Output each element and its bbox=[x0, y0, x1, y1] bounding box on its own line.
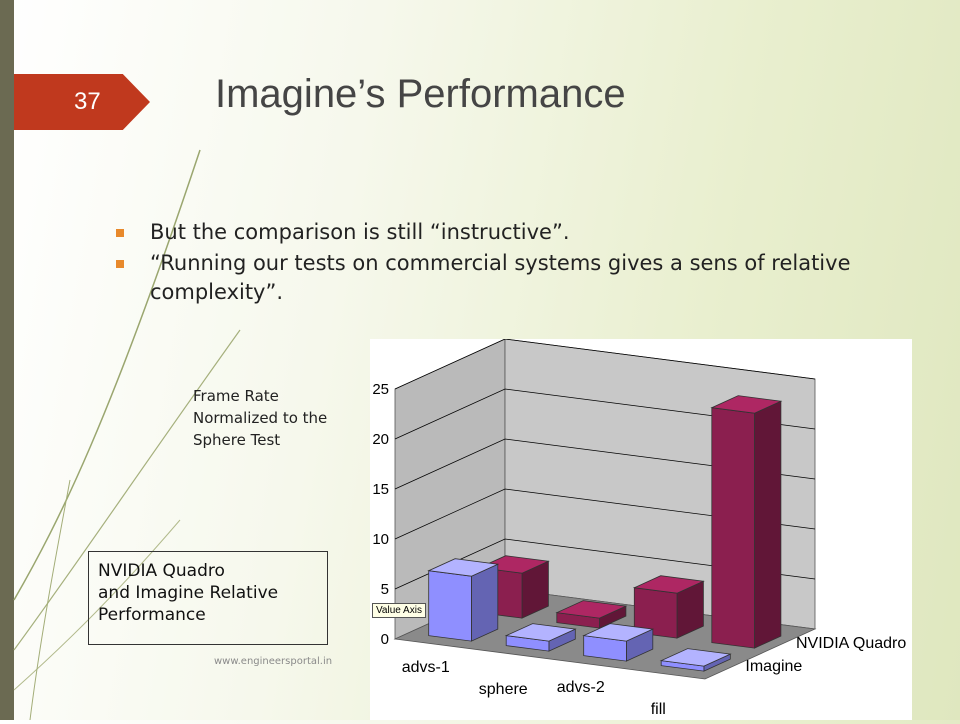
left-accent-bar bbox=[0, 0, 14, 720]
x-tick-label: advs-1 bbox=[402, 659, 450, 676]
bar-nvidia-top bbox=[555, 600, 628, 619]
bar-imagine-side bbox=[471, 563, 499, 642]
slide-number: 37 bbox=[74, 88, 101, 115]
chart-area: 0 5 10 15 20 25 advs-1 sphere advs-2 fill NVIDIA Q… bbox=[370, 338, 912, 720]
x-tick-label: fill bbox=[651, 701, 666, 718]
bullet-item: But the comparison is still “instructive… bbox=[114, 218, 854, 247]
bar-chart: 0 5 10 15 20 25 advs-1 sphere advs-2 fill NVIDIA Q… bbox=[372, 338, 906, 718]
slide-title: Imagine’s Performance bbox=[215, 72, 626, 116]
bar-imagine-top bbox=[582, 623, 655, 642]
series-label: Imagine bbox=[745, 658, 802, 675]
x-tick-label: advs-2 bbox=[557, 679, 605, 696]
value-axis-tooltip: Value Axis bbox=[372, 603, 426, 618]
bar-imagine bbox=[428, 570, 472, 642]
y-tick-label: 25 bbox=[372, 381, 389, 398]
bullet-list: But the comparison is still “instructive… bbox=[114, 218, 854, 309]
bullet-item: “Running our tests on commercial systems… bbox=[114, 249, 854, 307]
chart-caption-box: NVIDIA Quadro and Imagine Relative Perfo… bbox=[88, 551, 328, 645]
bar-nvidia-side bbox=[754, 400, 782, 649]
y-note-line: Normalized to the bbox=[193, 409, 328, 427]
bar-imagine-top bbox=[504, 623, 577, 642]
gridline bbox=[394, 338, 816, 390]
bar-imagine-top bbox=[427, 558, 500, 577]
y-axis-note: Frame Rate Normalized to the Sphere Test bbox=[193, 385, 327, 451]
y-note-line: Sphere Test bbox=[193, 431, 281, 449]
caption-line: and Imagine Relative bbox=[98, 583, 279, 603]
x-tick-label: sphere bbox=[479, 681, 528, 698]
y-tick-label: 15 bbox=[372, 481, 389, 498]
bar-nvidia bbox=[711, 407, 755, 649]
y-tick-label: 10 bbox=[372, 531, 389, 548]
bar-imagine-top bbox=[659, 648, 732, 667]
series-label: NVIDIA Quadro bbox=[796, 635, 906, 652]
y-tick-label: 5 bbox=[381, 581, 389, 598]
y-note-line: Frame Rate bbox=[193, 387, 279, 405]
y-tick-label: 20 bbox=[372, 431, 389, 448]
footer-url: www.engineersportal.in bbox=[214, 656, 333, 667]
bar-nvidia-top bbox=[632, 575, 705, 594]
slide-number-tab: 37 bbox=[14, 74, 150, 130]
y-tick-label: 0 bbox=[381, 631, 389, 648]
caption-line: NVIDIA Quadro bbox=[98, 561, 225, 581]
bar-nvidia-top bbox=[710, 395, 783, 414]
caption-line: Performance bbox=[98, 605, 206, 625]
